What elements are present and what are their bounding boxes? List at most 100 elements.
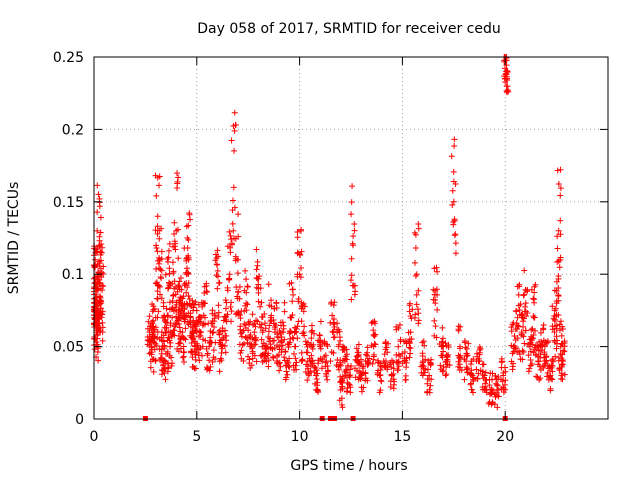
- data-point: [387, 378, 394, 385]
- data-point: [530, 295, 537, 302]
- data-point: [192, 351, 199, 358]
- data-point: [183, 289, 190, 296]
- grid: [94, 57, 608, 419]
- data-point: [368, 342, 375, 349]
- data-point: [176, 299, 183, 306]
- data-point: [200, 312, 207, 319]
- data-point: [535, 358, 542, 365]
- data-point: [328, 300, 335, 307]
- data-point: [340, 357, 347, 364]
- data-point: [419, 353, 426, 360]
- data-point: [277, 319, 284, 326]
- data-point: [195, 319, 202, 326]
- data-point: [349, 183, 356, 190]
- data-point: [228, 308, 235, 315]
- data-point: [452, 231, 459, 238]
- data-point: [246, 340, 253, 347]
- data-point: [434, 268, 441, 275]
- data-point: [461, 376, 468, 383]
- data-point: [555, 312, 562, 319]
- data-point: [356, 362, 363, 369]
- data-point: [165, 258, 172, 265]
- data-point: [295, 295, 302, 302]
- data-point: [215, 302, 222, 309]
- data-point: [522, 300, 529, 307]
- data-point: [547, 385, 554, 392]
- data-point: [252, 341, 259, 348]
- data-point: [267, 344, 274, 351]
- data-point: [463, 366, 470, 373]
- data-point: [149, 356, 156, 363]
- data-point: [560, 347, 567, 354]
- data-point: [476, 344, 483, 351]
- data-point: [154, 213, 161, 220]
- data-point: [503, 75, 510, 82]
- y-tick-label: 0.15: [53, 195, 84, 211]
- data-point: [238, 347, 245, 354]
- data-point: [211, 318, 218, 325]
- data-point: [503, 83, 510, 90]
- data-point: [95, 316, 102, 323]
- data-point: [270, 355, 277, 362]
- data-point: [394, 367, 401, 374]
- data-point: [406, 344, 413, 351]
- data-point: [158, 334, 165, 341]
- data-point: [336, 328, 343, 335]
- data-point: [147, 364, 154, 371]
- data-point: [348, 199, 355, 206]
- data-point: [181, 306, 188, 313]
- data-point: [452, 250, 459, 257]
- data-point: [175, 174, 182, 181]
- data-point: [298, 305, 305, 312]
- data-point: [222, 349, 229, 356]
- data-points: [91, 54, 568, 421]
- data-point: [244, 283, 251, 290]
- data-point: [255, 298, 262, 305]
- data-point: [261, 320, 268, 327]
- data-point: [184, 244, 191, 251]
- data-point: [522, 286, 529, 293]
- data-point: [529, 335, 536, 342]
- data-point: [195, 352, 202, 359]
- data-point: [190, 364, 197, 371]
- data-point: [396, 321, 403, 328]
- data-point: [544, 369, 551, 376]
- data-point: [514, 322, 521, 329]
- data-point: [355, 341, 362, 348]
- data-point: [498, 355, 505, 362]
- data-point: [158, 248, 165, 255]
- data-point: [557, 217, 564, 224]
- data-point: [217, 341, 224, 348]
- data-point: [350, 233, 357, 240]
- data-point: [176, 283, 183, 290]
- data-point: [330, 302, 337, 309]
- data-point: [411, 259, 418, 266]
- data-point: [232, 253, 239, 260]
- data-point: [167, 281, 174, 288]
- data-point: [215, 273, 222, 280]
- data-point: [278, 339, 285, 346]
- data-point: [154, 174, 161, 181]
- data-point: [475, 370, 482, 377]
- data-point: [150, 368, 157, 375]
- data-point: [338, 378, 345, 385]
- data-point: [242, 267, 249, 274]
- data-point: [162, 376, 169, 383]
- data-point: [302, 338, 309, 345]
- y-tick-label: 0.2: [62, 122, 84, 138]
- data-point: [235, 288, 242, 295]
- data-point: [531, 283, 538, 290]
- data-point: [161, 313, 168, 320]
- data-point: [364, 344, 371, 351]
- data-point: [199, 352, 206, 359]
- data-point: [312, 380, 319, 387]
- data-point: [537, 329, 544, 336]
- data-point: [289, 286, 296, 293]
- data-point: [344, 363, 351, 370]
- data-point: [311, 363, 318, 370]
- data-point: [439, 335, 446, 342]
- data-point: [229, 197, 236, 204]
- data-point: [192, 299, 199, 306]
- data-point: [156, 291, 163, 298]
- data-point: [525, 352, 532, 359]
